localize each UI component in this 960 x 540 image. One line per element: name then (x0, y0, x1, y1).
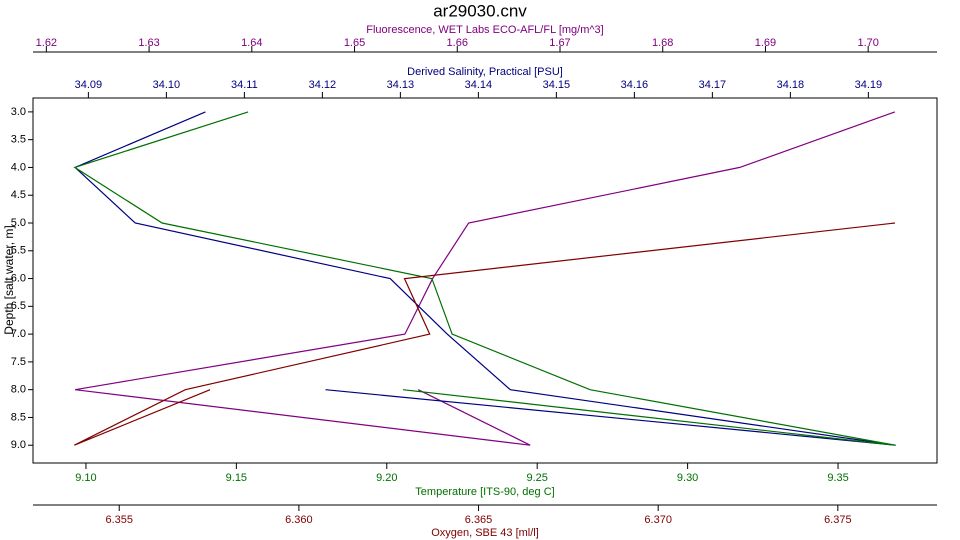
x-axis-label: Derived Salinity, Practical [PSU] (407, 66, 563, 78)
x-tick-label: 34.19 (855, 79, 883, 91)
y-tick-label: 7.5 (11, 356, 26, 368)
series-line (75, 111, 896, 446)
x-tick-label: 1.65 (344, 37, 365, 49)
y-tick-label: 4.0 (11, 161, 26, 173)
y-tick-label: 6.0 (11, 272, 26, 284)
x-tick-label: 34.18 (777, 79, 805, 91)
x-tick-label: 34.13 (387, 79, 415, 91)
series-line (74, 222, 896, 446)
x-tick-label: 1.63 (138, 37, 159, 49)
x-tick-label: 34.12 (309, 79, 337, 91)
x-tick-label: 6.370 (644, 514, 672, 526)
x-tick-label: 6.365 (465, 514, 493, 526)
y-tick-label: 6.5 (11, 300, 26, 312)
x-tick-label: 1.68 (652, 37, 673, 49)
x-tick-label: 34.10 (153, 79, 181, 91)
x-tick-label: 1.70 (857, 37, 878, 49)
x-tick-label: 1.66 (447, 37, 468, 49)
y-tick-label: 5.5 (11, 245, 26, 257)
x-tick-label: 9.25 (526, 472, 547, 484)
y-tick-label: 8.5 (11, 411, 26, 423)
plot-frame (32, 97, 938, 464)
y-tick-label: 4.5 (11, 189, 26, 201)
y-tick-label: 7.0 (11, 328, 26, 340)
x-tick-label: 1.67 (549, 37, 570, 49)
x-tick-label: 34.09 (75, 79, 103, 91)
x-tick-label: 34.14 (465, 79, 493, 91)
x-tick-label: 34.17 (699, 79, 727, 91)
x-tick-label: 34.15 (543, 79, 571, 91)
x-tick-label: 1.69 (755, 37, 776, 49)
x-axis-label: Oxygen, SBE 43 [ml/l] (431, 527, 539, 539)
x-tick-label: 9.10 (75, 472, 96, 484)
y-tick-label: 8.0 (11, 384, 26, 396)
chart-title: ar29030.cnv (433, 1, 527, 20)
x-tick-label: 1.64 (241, 37, 262, 49)
x-tick-label: 9.15 (226, 472, 247, 484)
x-tick-label: 34.16 (621, 79, 649, 91)
x-tick-label: 6.355 (105, 514, 133, 526)
x-tick-label: 6.360 (285, 514, 313, 526)
x-tick-label: 1.62 (36, 37, 57, 49)
x-tick-label: 9.20 (376, 472, 397, 484)
y-tick-label: 9.0 (11, 439, 26, 451)
x-tick-label: 34.11 (231, 79, 258, 91)
x-tick-label: 9.30 (677, 472, 698, 484)
x-tick-label: 6.375 (824, 514, 852, 526)
y-tick-label: 3.5 (11, 134, 26, 146)
y-tick-label: 3.0 (11, 106, 26, 118)
x-tick-label: 9.35 (827, 472, 848, 484)
y-tick-label: 5.0 (11, 217, 26, 229)
series-line (73, 111, 896, 446)
x-axis-label: Fluorescence, WET Labs ECO-AFL/FL [mg/m^… (366, 24, 603, 36)
y-axis-label: Depth [salt water, m] (2, 225, 16, 334)
x-axis-label: Temperature [ITS-90, deg C] (415, 486, 554, 498)
